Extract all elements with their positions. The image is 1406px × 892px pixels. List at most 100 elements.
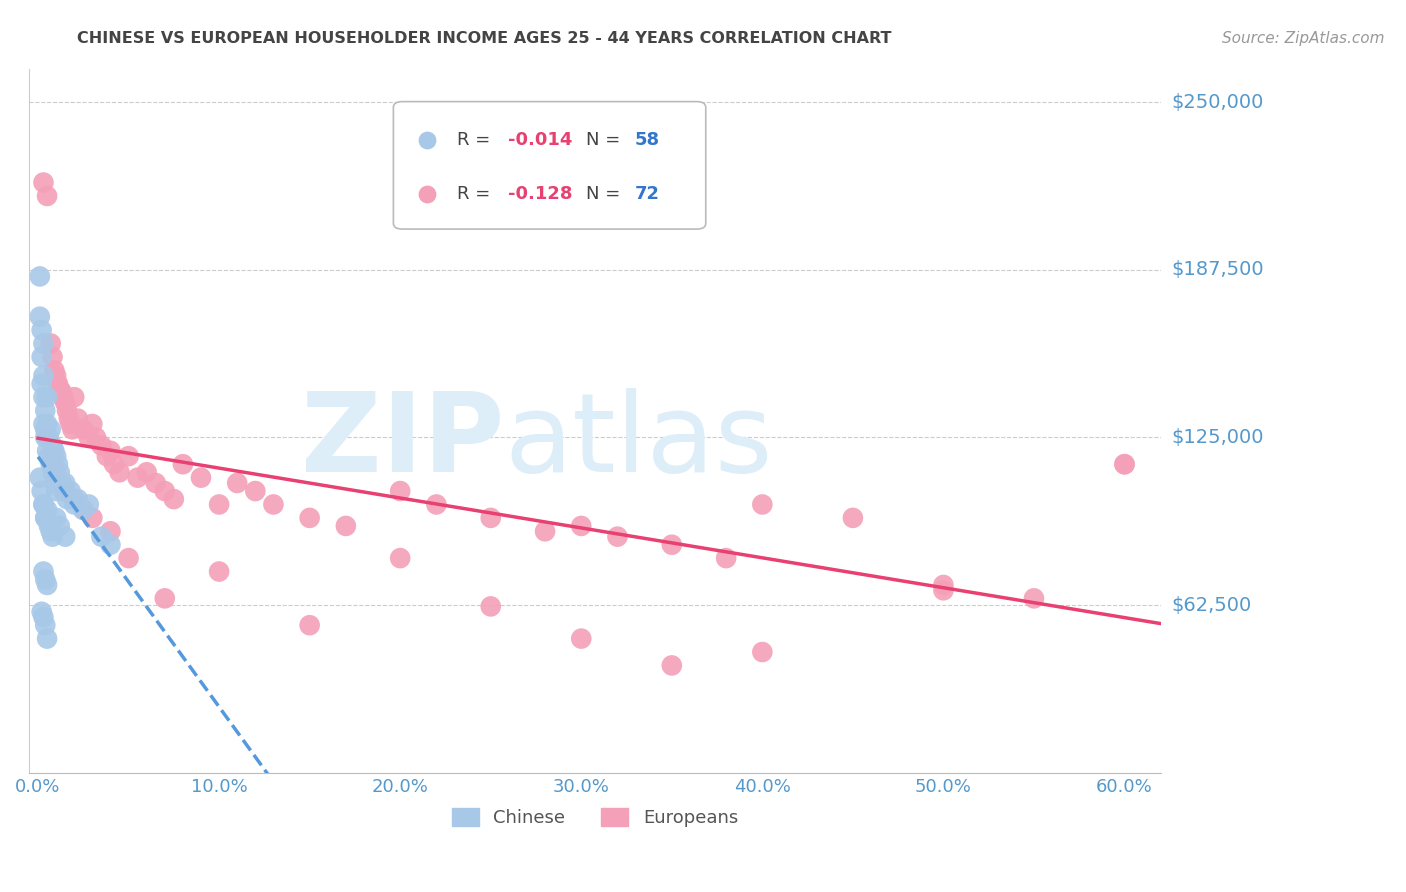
Point bbox=[28, 470, 51, 484]
Point bbox=[262, 498, 284, 512]
Point bbox=[90, 530, 112, 544]
Point bbox=[100, 538, 122, 552]
Point bbox=[41, 530, 63, 544]
Point bbox=[32, 368, 55, 383]
Point bbox=[53, 484, 76, 499]
Point bbox=[751, 498, 773, 512]
Point bbox=[45, 449, 67, 463]
Point bbox=[62, 422, 84, 436]
Point bbox=[63, 498, 86, 512]
Point bbox=[82, 511, 104, 525]
Point bbox=[72, 503, 94, 517]
Point bbox=[35, 430, 58, 444]
Point bbox=[34, 422, 56, 436]
Point bbox=[1022, 591, 1045, 606]
Text: R =: R = bbox=[457, 131, 496, 149]
Point bbox=[35, 632, 58, 646]
Text: atlas: atlas bbox=[505, 388, 773, 495]
Point bbox=[389, 484, 412, 499]
Point bbox=[32, 176, 55, 190]
Point bbox=[41, 438, 63, 452]
Point bbox=[842, 511, 865, 525]
Point bbox=[245, 484, 267, 499]
Point bbox=[48, 465, 70, 479]
Point bbox=[45, 484, 67, 499]
Point bbox=[664, 765, 686, 780]
Point bbox=[35, 578, 58, 592]
Text: $125,000: $125,000 bbox=[1171, 428, 1264, 447]
Text: 58: 58 bbox=[634, 131, 659, 149]
Point bbox=[72, 422, 94, 436]
Point bbox=[569, 519, 592, 533]
Point bbox=[208, 565, 231, 579]
Point bbox=[32, 336, 55, 351]
Point bbox=[53, 395, 76, 409]
Point bbox=[103, 457, 125, 471]
Point bbox=[35, 390, 58, 404]
Text: R =: R = bbox=[457, 186, 496, 203]
Point bbox=[44, 443, 66, 458]
Text: 72: 72 bbox=[634, 186, 659, 203]
Point bbox=[56, 492, 79, 507]
Point bbox=[108, 465, 131, 479]
Point bbox=[38, 519, 60, 533]
Point bbox=[34, 430, 56, 444]
Point bbox=[664, 765, 686, 780]
Point bbox=[59, 484, 82, 499]
Text: $250,000: $250,000 bbox=[1171, 93, 1264, 112]
Point bbox=[31, 350, 53, 364]
Point bbox=[389, 551, 412, 566]
Point bbox=[52, 390, 75, 404]
Point bbox=[606, 530, 628, 544]
Point bbox=[45, 511, 67, 525]
Point bbox=[127, 470, 149, 484]
Point bbox=[117, 551, 139, 566]
Point bbox=[479, 511, 502, 525]
Point bbox=[32, 417, 55, 431]
Point bbox=[1114, 457, 1136, 471]
Point bbox=[38, 430, 60, 444]
Point bbox=[714, 551, 737, 566]
Point bbox=[932, 578, 955, 592]
Legend: Chinese, Europeans: Chinese, Europeans bbox=[444, 800, 745, 834]
Text: $187,500: $187,500 bbox=[1171, 260, 1264, 279]
Point bbox=[31, 323, 53, 337]
Point bbox=[117, 449, 139, 463]
Point bbox=[28, 310, 51, 324]
Point bbox=[45, 465, 67, 479]
Point bbox=[35, 417, 58, 431]
Point bbox=[39, 422, 62, 436]
Text: ZIP: ZIP bbox=[301, 388, 505, 495]
Point bbox=[32, 565, 55, 579]
Point bbox=[208, 498, 231, 512]
Point bbox=[100, 443, 122, 458]
Point bbox=[56, 403, 79, 417]
Point bbox=[298, 511, 321, 525]
Point bbox=[39, 457, 62, 471]
Point bbox=[53, 530, 76, 544]
Point bbox=[38, 449, 60, 463]
Point bbox=[44, 363, 66, 377]
Point bbox=[46, 457, 69, 471]
Point bbox=[163, 492, 186, 507]
Point bbox=[425, 498, 447, 512]
Point bbox=[51, 384, 73, 399]
Point bbox=[190, 470, 212, 484]
Point bbox=[298, 618, 321, 632]
Point bbox=[28, 269, 51, 284]
Point bbox=[932, 583, 955, 598]
Point bbox=[63, 492, 86, 507]
Point bbox=[479, 599, 502, 614]
Text: $62,500: $62,500 bbox=[1171, 596, 1253, 615]
Point bbox=[96, 449, 118, 463]
Point bbox=[72, 503, 94, 517]
Point bbox=[66, 411, 89, 425]
Point bbox=[32, 498, 55, 512]
FancyBboxPatch shape bbox=[394, 102, 706, 229]
Point bbox=[32, 390, 55, 404]
Point bbox=[335, 519, 357, 533]
Point bbox=[569, 632, 592, 646]
Point bbox=[39, 336, 62, 351]
Text: -0.014: -0.014 bbox=[508, 131, 572, 149]
Point bbox=[63, 390, 86, 404]
